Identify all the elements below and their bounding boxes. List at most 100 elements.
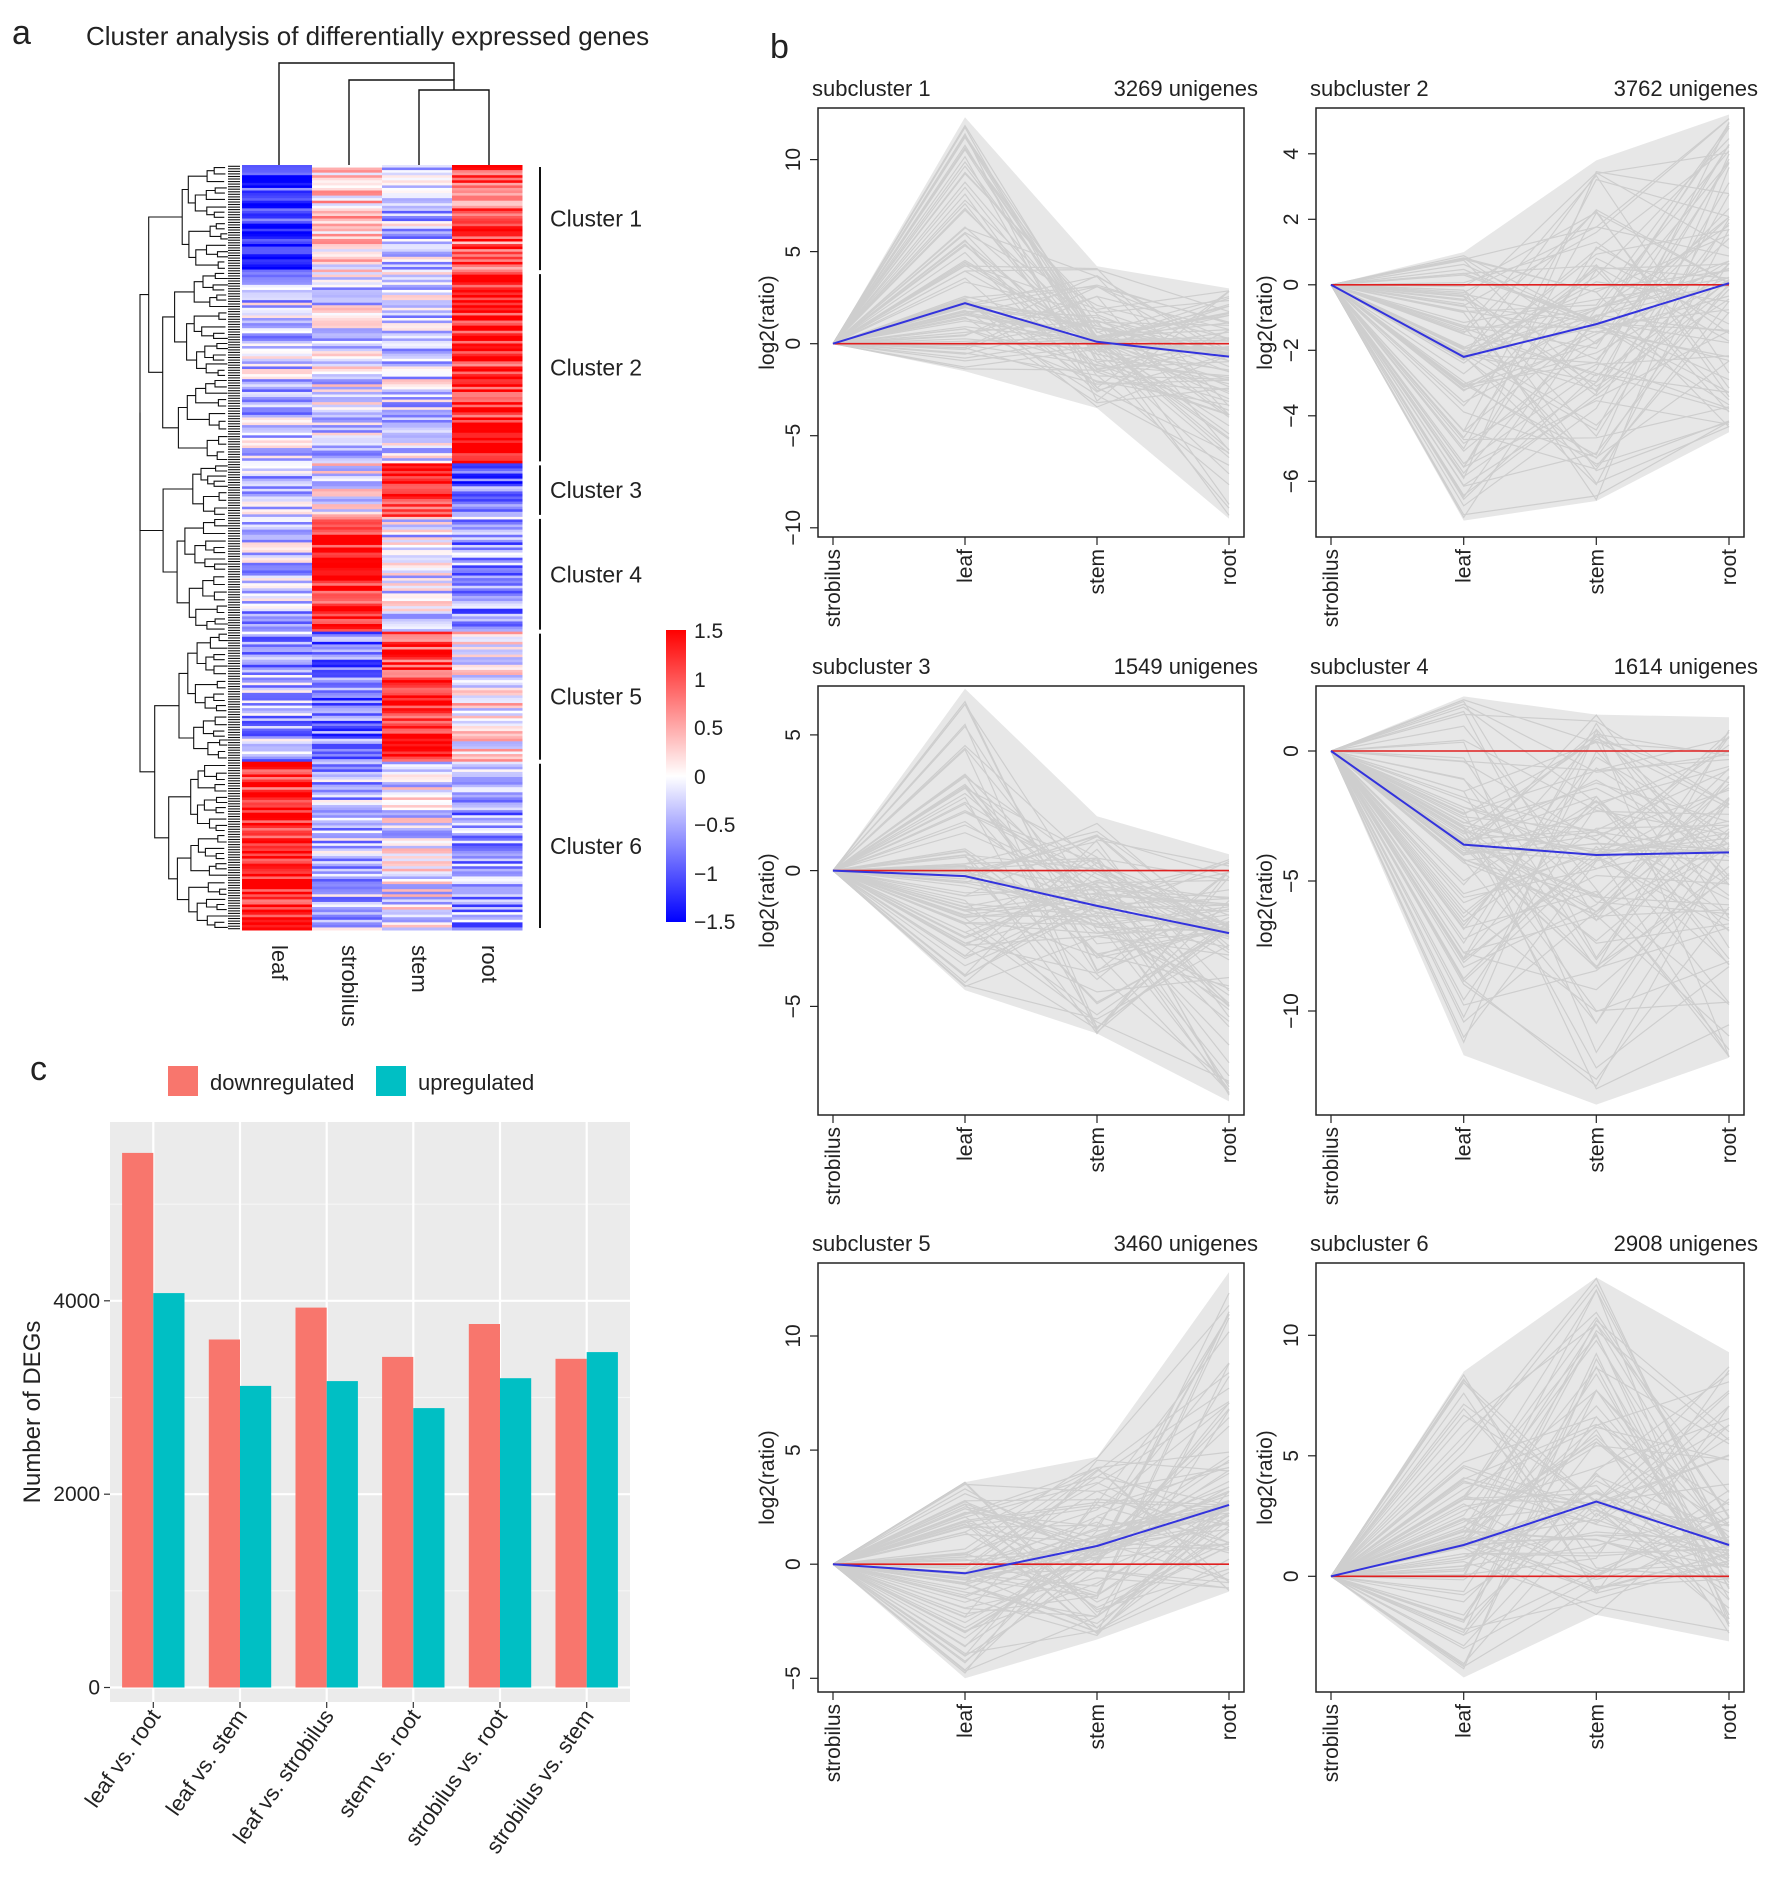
heatmap-cell [312,769,383,773]
heatmap-cell [242,205,313,209]
y-tick-label: 4000 [53,1290,100,1313]
heatmap-cell [452,672,523,676]
heatmap-cell [452,468,523,472]
x-tick-label: root [1718,1704,1741,1740]
heatmap-cell [242,754,313,758]
heatmap-cell [242,251,313,255]
dendrogram-branch [214,618,228,625]
dendrogram-branch [213,332,228,339]
heatmap-cell [312,621,383,625]
heatmap-cell [382,430,453,434]
heatmap-cell [382,292,453,296]
heatmap-cell [382,172,453,176]
subcluster-count: 1549 unigenes [1114,654,1258,679]
heatmap-cell [242,391,313,395]
heatmap-cell [242,907,313,911]
heatmap-cell [312,241,383,245]
x-tick-label: stem [1086,549,1109,595]
heatmap-cell [382,343,453,347]
bar-upregulated [413,1408,445,1688]
colorbar-tick: 1.5 [694,620,723,643]
heatmap-cell [452,476,523,480]
heatmap-cell [312,432,383,436]
subcluster-plot: −6 −4 −2 0 2 4 strobilus leaf stem root log2(ratio… [1254,76,1758,627]
heatmap-cell [242,710,313,714]
heatmap-cell [242,455,313,459]
heatmap-cell [242,590,313,594]
heatmap-cell [242,718,313,722]
heatmap-cell [382,901,453,905]
heatmap-cell [242,374,313,378]
heatmap-cell [382,519,453,523]
heatmap-cell [452,692,523,696]
heatmap-cell [452,506,523,510]
heatmap-cell [452,879,523,883]
heatmap-cell [312,465,383,469]
heatmap-cell [452,626,523,630]
heatmap-cell [242,756,313,760]
heatmap-cell [242,440,313,444]
dendrogram-branch [212,284,228,291]
heatmap-cell [242,774,313,778]
heatmap-cell [452,450,523,454]
heatmap-cell [242,325,313,329]
heatmap-cell [452,754,523,758]
heatmap-cell [312,715,383,719]
mean-profile-line [1330,1500,1730,1578]
heatmap-cell [382,799,453,803]
subplot-frame [1315,107,1745,538]
subplot-frame [817,685,1245,1116]
heatmap-cell [312,422,383,426]
heatmap-cell [382,440,453,444]
heatmap-cell [452,455,523,459]
heatmap-cell [382,432,453,436]
y-axis-label: log2(ratio) [1254,853,1277,948]
heatmap-cell [242,557,313,561]
heatmap-cell [452,371,523,375]
subplot-frame [1315,1262,1745,1693]
heatmap-cell [382,850,453,854]
heatmap-cell [452,233,523,237]
heatmap-cell [382,774,453,778]
profile-envelope [1331,696,1729,1105]
dendrogram-branch [217,750,227,759]
heatmap-cell [242,486,313,490]
heatmap-cell [382,815,453,819]
heatmap-cell [382,320,453,324]
heatmap-cell [242,228,313,232]
heatmap-cell [242,690,313,694]
heatmap-cell [382,573,453,577]
heatmap-cell [452,182,523,186]
heatmap-cell [452,471,523,475]
heatmap-cell [452,170,523,174]
dendrogram-branch [204,345,217,359]
y-tick-label: 5 [782,1444,805,1456]
heatmap-cell [382,471,453,475]
heatmap-cell [312,884,383,888]
heatmap-cell [312,868,383,872]
dendrogram-branch [162,316,179,429]
dendrogram-branch [215,807,226,814]
heatmap-cell [382,402,453,406]
x-tick-label: stem [1585,1127,1608,1173]
heatmap-cell [242,562,313,566]
heatmap-cell [452,167,523,171]
heatmap-cell [382,899,453,903]
heatmap-cell [382,606,453,610]
heatmap-cell [242,236,313,240]
heatmap-cell [452,488,523,492]
heatmap-title: Cluster analysis of differentially expre… [86,21,649,51]
heatmap-cell [242,460,313,464]
heatmap-cell [382,644,453,648]
heatmap-cell [452,481,523,485]
heatmap-cell [452,292,523,296]
y-tick-label: 2000 [53,1483,100,1506]
heatmap-cell [382,733,453,737]
heatmap-cell [382,450,453,454]
heatmap-cell [312,343,383,347]
heatmap-cell [312,407,383,411]
heatmap-cell [452,544,523,548]
heatmap-cell [242,195,313,199]
heatmap-cell [312,669,383,673]
heatmap-cell [382,784,453,788]
